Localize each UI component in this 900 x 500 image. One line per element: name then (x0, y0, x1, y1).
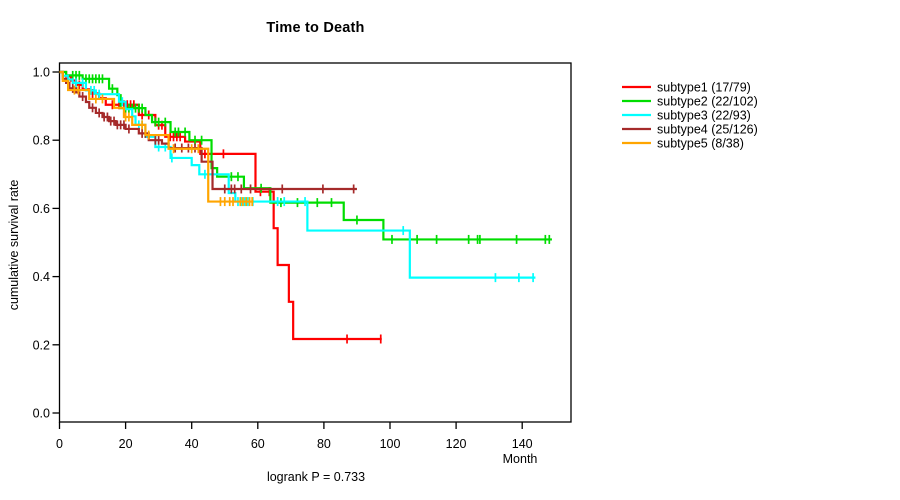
x-tick-label: 80 (317, 437, 331, 451)
legend-label-subtype4: subtype4 (25/126) (657, 123, 758, 137)
series-subtype5-line (59, 70, 254, 203)
x-tick-label: 140 (512, 437, 533, 451)
x-axis-label: Month (502, 452, 538, 466)
legend-label-subtype5: subtype5 (8/38) (657, 137, 744, 151)
plot-border (58, 62, 572, 423)
y-tick-label: 1.0 (33, 66, 50, 80)
x-tick-label: 0 (56, 437, 63, 451)
y-tick-label: 0.0 (33, 407, 50, 421)
x-tick-label: 20 (119, 437, 133, 451)
y-tick-label: 0.8 (33, 134, 50, 148)
chart-title: Time to Death (266, 20, 365, 36)
legend-label-subtype3: subtype3 (22/93) (657, 109, 751, 123)
y-tick-label: 0.6 (33, 202, 50, 216)
x-tick-label: 100 (380, 437, 401, 451)
x-tick-label: 60 (251, 437, 265, 451)
series-subtype2-line (59, 70, 552, 241)
y-tick-label: 0.2 (33, 338, 50, 352)
series-subtype4-line (59, 70, 357, 191)
x-tick-label: 120 (446, 437, 467, 451)
legend-label-subtype2: subtype2 (22/102) (657, 95, 758, 109)
y-tick-label: 0.4 (33, 270, 50, 284)
legend-label-subtype1: subtype1 (17/79) (657, 81, 751, 95)
x-tick-label: 40 (185, 437, 199, 451)
logrank-annotation: logrank P = 0.733 (266, 470, 366, 484)
